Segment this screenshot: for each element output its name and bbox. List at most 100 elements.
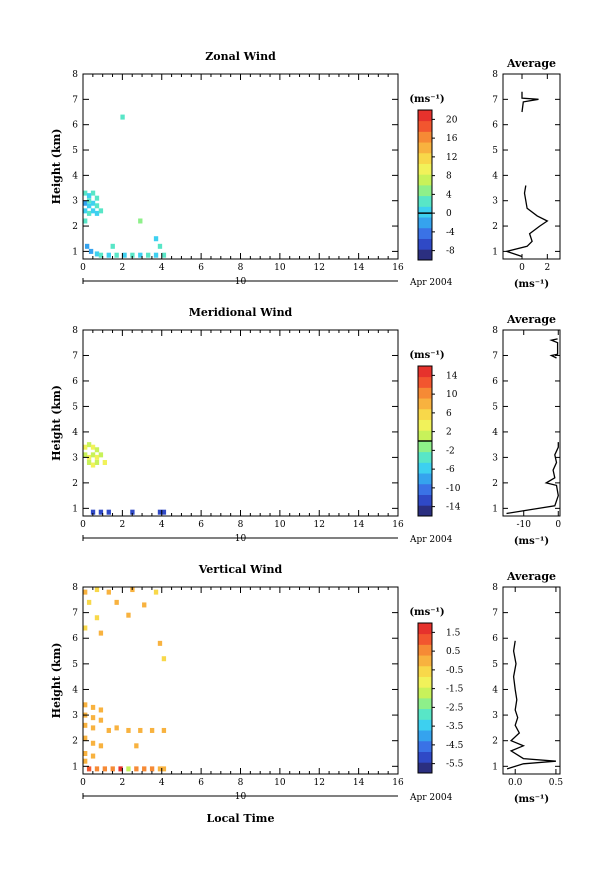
colorbar-frame	[417, 109, 433, 261]
colorbar-swatch	[418, 227, 432, 239]
heatmap-cell	[157, 243, 163, 249]
heatmap-cell	[90, 462, 96, 468]
colorbar-unit: (ms⁻¹)	[409, 607, 444, 618]
colorbar-swatch	[418, 708, 432, 720]
x-tick-label: 8	[238, 778, 244, 788]
heatmap-cell	[161, 656, 167, 662]
heatmap-cell	[86, 198, 92, 204]
average-frame	[502, 586, 561, 775]
colorbar-swatch	[418, 398, 432, 410]
x-tick-label: 12	[314, 778, 325, 788]
heatmap-cell	[83, 722, 88, 728]
heatmap-cell	[98, 509, 104, 515]
heatmap-cell	[98, 717, 104, 723]
heatmap-cell	[90, 208, 96, 214]
heatmap-cell	[90, 704, 96, 710]
colorbar-swatch	[418, 740, 432, 752]
colorbar-swatch	[418, 174, 432, 186]
x-tick-label: 6	[198, 263, 204, 273]
x-tick-label: 16	[392, 778, 404, 788]
heatmap-cell	[134, 743, 139, 749]
heatmap-cell	[98, 252, 104, 258]
heatmap-cell	[114, 725, 119, 731]
date-label: Apr 2004	[409, 535, 453, 545]
colorbar-tick-label: 8	[446, 172, 452, 182]
y-tick-label: 3	[72, 711, 78, 721]
heatmap-cell	[83, 735, 88, 741]
heatmap-cell	[126, 612, 131, 618]
x-tick-label: 0	[80, 263, 86, 273]
x-tick-label: 10	[274, 263, 286, 273]
heatmap-cell	[102, 766, 108, 772]
colorbar-swatch	[418, 142, 432, 154]
colorbar-swatch	[418, 698, 432, 710]
heatmap-cell	[98, 630, 104, 636]
colorbar-swatch	[418, 494, 432, 506]
average-profile-line-upper	[549, 338, 559, 359]
heatmap-cell	[126, 766, 131, 772]
panel-title: Vertical Wind	[198, 563, 283, 576]
heatmap-cell	[106, 589, 111, 595]
average-x-tick-label: 0.0	[508, 778, 523, 788]
heatmap-cell	[94, 459, 100, 465]
heatmap-cell	[90, 200, 96, 206]
heatmap-cell	[86, 193, 92, 199]
colorbar-swatch	[418, 655, 432, 667]
heatmap-cell	[110, 766, 115, 772]
heatmap-cell	[83, 452, 88, 458]
colorbar-swatch	[418, 751, 432, 763]
heatmap-cell	[106, 509, 111, 515]
heatmap-cell	[94, 251, 100, 257]
heatmap-cell	[83, 625, 88, 631]
average-unit-label: (ms⁻¹)	[514, 279, 549, 290]
heatmap-cell	[86, 442, 92, 448]
average-x-tick-label: 2	[544, 263, 550, 273]
heatmap-cell	[134, 766, 139, 772]
heatmap-cell	[83, 751, 88, 757]
heatmap-cell	[138, 218, 143, 224]
heatmap-cell	[110, 243, 115, 249]
colorbar-swatch	[418, 633, 432, 645]
x-tick-label: 6	[198, 778, 204, 788]
x-tick-label: 0	[80, 520, 86, 530]
colorbar-tick-label: 12	[446, 153, 457, 163]
heatmap-cell	[98, 208, 104, 214]
heatmap-cell	[142, 602, 147, 608]
colorbar-tick-label: -8	[446, 247, 455, 257]
average-y-tick-label: 1	[492, 762, 498, 772]
heatmap-cell	[146, 252, 151, 258]
heatmap-cell	[153, 252, 159, 258]
heatmap-cell	[90, 452, 96, 458]
date-label: Apr 2004	[409, 278, 453, 288]
average-y-tick-label: 1	[492, 504, 498, 514]
x-tick-label: 10	[274, 520, 286, 530]
heatmap-cell	[130, 509, 135, 515]
colorbar-tick-label: 14	[446, 371, 458, 381]
y-tick-label: 4	[72, 685, 78, 695]
average-y-tick-label: 8	[492, 70, 498, 80]
average-y-tick-label: 1	[492, 247, 498, 257]
colorbar-swatch	[418, 623, 432, 635]
y-tick-label: 8	[72, 70, 78, 80]
x-tick-label: 4	[159, 520, 165, 530]
heatmap-cell	[118, 766, 123, 772]
colorbar-swatch	[418, 238, 432, 250]
average-y-tick-label: 8	[492, 583, 498, 593]
x-tick-label: 2	[120, 520, 126, 530]
panel-title: Meridional Wind	[189, 306, 293, 319]
heatmap-cell	[84, 243, 90, 249]
heatmap-cell	[94, 195, 100, 201]
heatmap-cell	[98, 707, 104, 713]
heatmap-cell	[161, 252, 167, 258]
colorbar-swatch	[418, 762, 432, 774]
colorbar-tick-label: -1.5	[446, 685, 464, 695]
y-tick-label: 1	[72, 247, 78, 257]
colorbar-tick-label: -0.5	[446, 666, 464, 676]
average-y-tick-label: 2	[492, 737, 498, 747]
y-tick-label: 6	[72, 634, 78, 644]
heatmap-cell	[120, 114, 125, 120]
heatmap-cell	[106, 727, 111, 733]
y-tick-label: 8	[72, 583, 78, 593]
